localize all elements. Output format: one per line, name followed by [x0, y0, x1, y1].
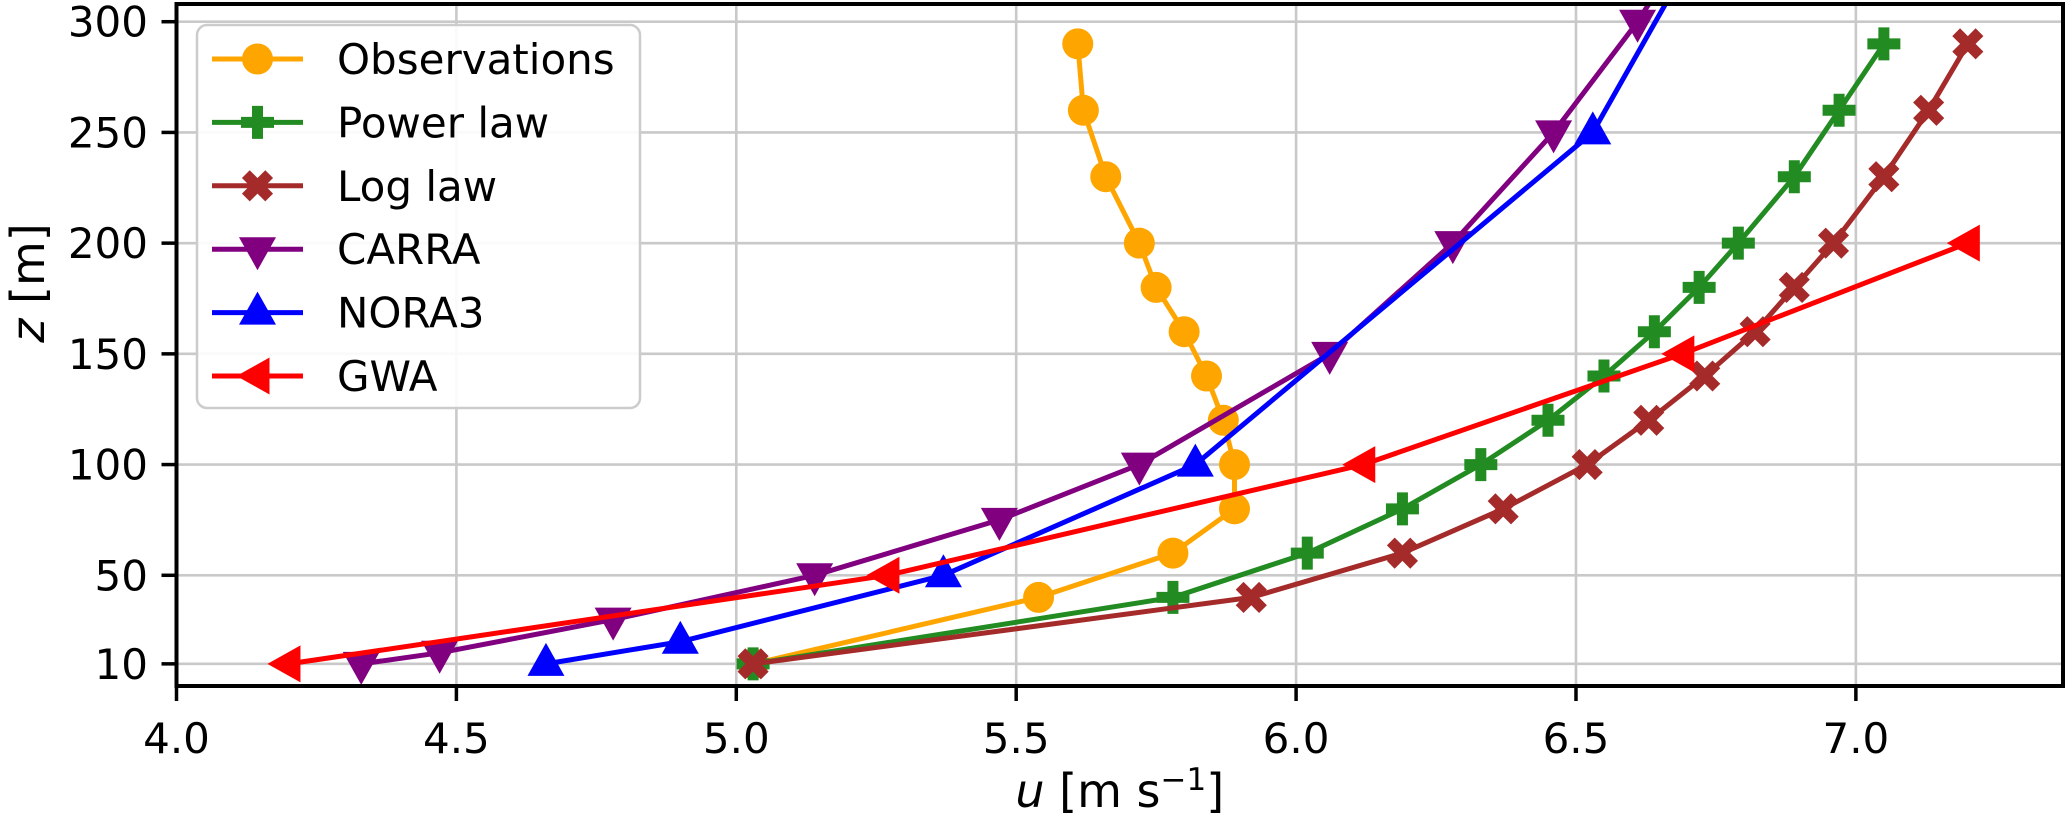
log-law-marker	[1868, 161, 1900, 193]
power-law-marker	[1464, 448, 1498, 482]
legend-marker-x-icon	[241, 170, 274, 202]
series-gwa	[267, 224, 1980, 683]
log-law-marker	[1817, 227, 1850, 259]
y-tick-label: 100	[68, 441, 148, 490]
y-tick-label: 50	[95, 551, 148, 600]
power-law-marker	[1290, 536, 1324, 570]
legend-entry-gwa: GWA	[212, 352, 438, 401]
legend: Observations Power law Log law CARRA NORA3 GW…	[195, 23, 642, 410]
power-law-marker	[1385, 492, 1419, 526]
legend-marker-plus-icon	[241, 105, 274, 139]
legend-label: GWA	[337, 352, 438, 401]
log-law-marker	[1235, 581, 1267, 613]
x-tick-label: 6.5	[1543, 714, 1610, 763]
x-axis-label: u [m s−1]	[1015, 762, 1224, 818]
carra-marker	[1535, 120, 1573, 154]
legend-marker-triangle-down-icon	[239, 237, 276, 271]
log-law-marker	[1633, 404, 1665, 436]
observations-marker	[1219, 449, 1251, 481]
legend-entry-carra: CARRA	[212, 225, 481, 274]
x-tick-label: 7.0	[1822, 714, 1889, 763]
carra-marker	[1120, 452, 1158, 486]
series-nora3	[527, 4, 1668, 676]
log-law-marker	[1778, 271, 1810, 303]
power-law-marker	[1587, 359, 1621, 393]
legend-entry-nora3: NORA3	[212, 289, 484, 338]
observations-marker	[1157, 537, 1189, 569]
power-law-marker	[1721, 226, 1755, 260]
gwa-marker	[1342, 446, 1376, 484]
carra-marker	[1311, 341, 1349, 375]
log-law-marker	[1952, 28, 1984, 60]
log-law-marker	[1571, 449, 1603, 481]
legend-entry-log-law: Log law	[212, 162, 497, 211]
legend-box	[195, 23, 642, 410]
observations-marker	[1067, 94, 1099, 126]
x-tick-label: 5.0	[703, 714, 770, 763]
log-law-marker	[737, 648, 769, 680]
observations-marker	[1140, 271, 1172, 303]
x-tick-label: 5.5	[983, 714, 1050, 763]
power-law-marker	[1156, 580, 1190, 614]
carra-marker	[342, 651, 380, 685]
x-tick-label: 4.5	[423, 714, 490, 763]
legend-label: CARRA	[337, 225, 481, 274]
observations-marker	[1062, 28, 1094, 60]
nora3-line	[543, 4, 1668, 667]
nora3-marker	[527, 642, 565, 676]
power-law-marker	[1531, 403, 1565, 437]
legend-entry-power-law: Power law	[212, 98, 549, 147]
observations-marker	[1191, 360, 1223, 392]
carra-marker	[421, 640, 459, 674]
observations-marker	[1023, 581, 1055, 613]
observations-marker	[1123, 227, 1155, 259]
gwa-marker	[1946, 224, 1980, 262]
x-tick-label: 4.0	[143, 714, 210, 763]
x-tick-label: 6.0	[1263, 714, 1330, 763]
gwa-marker	[1661, 335, 1695, 373]
plot-border	[174, 2, 2065, 688]
legend-marker-triangle-up-icon	[239, 291, 276, 325]
legend-entry-observations: Observations	[212, 35, 615, 84]
power-law-marker	[1777, 160, 1811, 194]
log-law-marker	[1487, 493, 1519, 525]
y-tick-label: 10	[95, 640, 148, 689]
log-law-marker	[1689, 360, 1721, 392]
series-observations	[737, 28, 1251, 680]
legend-marker-circle-icon	[242, 43, 273, 75]
nora3-marker	[1176, 443, 1214, 477]
gwa-marker	[267, 645, 301, 683]
series-log-law	[737, 28, 1984, 680]
nora3-marker	[661, 620, 699, 654]
y-tick-label: 150	[68, 330, 148, 379]
tick-labels: 4.0 4.5 5.0 5.5 6.0 6.5 7.0 10 50 100 150 200 250 300	[68, 0, 1889, 763]
carra-marker	[980, 507, 1018, 541]
legend-label: Power law	[337, 98, 549, 147]
y-tick-label: 300	[68, 0, 148, 47]
power-law-marker	[1822, 93, 1856, 127]
legend-label: NORA3	[337, 289, 484, 338]
power-law-marker	[1867, 27, 1901, 61]
carra-marker	[1619, 9, 1657, 43]
nora3-marker	[924, 554, 962, 588]
nora3-marker	[1574, 111, 1612, 145]
carra-marker	[796, 563, 834, 597]
legend-label: Observations	[337, 35, 615, 84]
power-law-marker	[1682, 270, 1716, 304]
log-law-marker	[1386, 537, 1419, 569]
observations-marker	[1219, 493, 1251, 525]
legend-marker-triangle-left-icon	[236, 357, 270, 395]
gwa-marker	[866, 556, 900, 594]
y-tick-label: 200	[68, 219, 148, 268]
y-tick-label: 250	[68, 108, 148, 157]
log-law-marker	[1913, 94, 1945, 126]
power-law-marker	[1637, 315, 1671, 349]
ticks	[161, 19, 1858, 701]
observations-marker	[1090, 161, 1122, 193]
observations-marker	[1168, 316, 1200, 348]
legend-label: Log law	[337, 162, 497, 211]
y-axis-label: z [m]	[1, 223, 55, 343]
